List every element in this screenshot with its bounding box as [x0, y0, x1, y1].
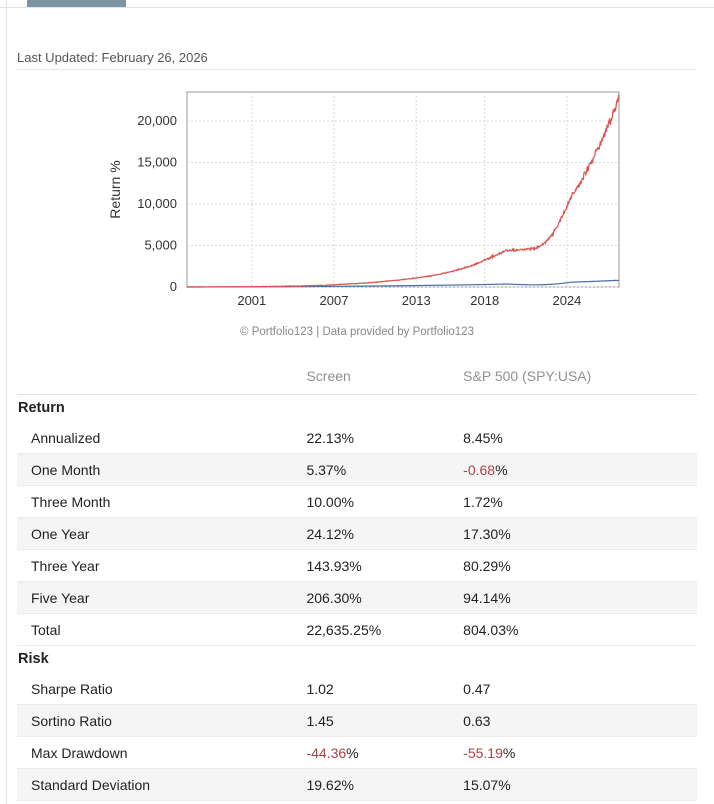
svg-text:2013: 2013 — [402, 293, 431, 308]
svg-text:10,000: 10,000 — [137, 196, 177, 211]
svg-text:2001: 2001 — [237, 293, 266, 308]
svg-text:2007: 2007 — [320, 293, 349, 308]
svg-text:15,000: 15,000 — [137, 155, 177, 170]
svg-text:5,000: 5,000 — [144, 238, 177, 253]
svg-text:Return %: Return % — [107, 160, 123, 218]
svg-text:2024: 2024 — [552, 293, 581, 308]
svg-text:0: 0 — [170, 279, 177, 294]
svg-text:20,000: 20,000 — [137, 113, 177, 128]
svg-text:2018: 2018 — [470, 293, 499, 308]
